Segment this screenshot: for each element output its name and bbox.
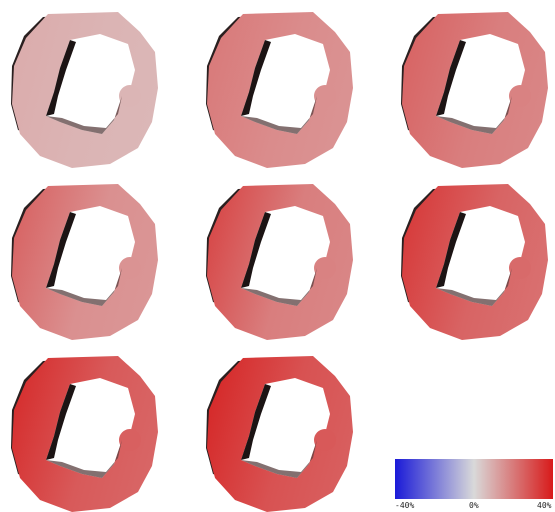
papillary-bump — [509, 257, 531, 279]
myocardium-ring — [402, 12, 548, 168]
inner-rim-shading — [241, 268, 317, 306]
inner-rim-shading — [46, 440, 122, 478]
heart-slice-1 — [11, 12, 158, 168]
inner-rim-shading — [241, 440, 317, 478]
myocardium-ring — [12, 184, 158, 340]
inner-rim-shadow — [241, 40, 271, 116]
papillary-bump — [509, 85, 531, 107]
colorbar-mid-label: 0% — [469, 501, 479, 510]
inner-rim-shading — [46, 96, 122, 134]
inner-rim-shadow — [241, 212, 271, 288]
panel-grid — [11, 12, 548, 512]
heart-slice-6 — [401, 184, 548, 340]
myocardium-ring — [207, 12, 353, 168]
heart-slice-2 — [206, 12, 353, 168]
colorbar — [395, 459, 553, 499]
inner-rim-shadow — [436, 212, 466, 288]
heart-slice-8 — [206, 356, 353, 512]
inner-rim-shadow — [46, 40, 76, 116]
inner-rim-shading — [436, 268, 512, 306]
papillary-bump — [119, 85, 141, 107]
papillary-bump — [314, 257, 336, 279]
inner-rim-shadow — [241, 384, 271, 460]
colorbar-max-label: 40% — [537, 501, 552, 510]
inner-rim-shading — [241, 96, 317, 134]
myocardium-ring — [207, 356, 353, 512]
heart-slice-3 — [401, 12, 548, 168]
inner-rim-shadow — [436, 40, 466, 116]
papillary-bump — [314, 85, 336, 107]
inner-rim-shadow — [46, 212, 76, 288]
heart-slice-4 — [11, 184, 158, 340]
papillary-bump — [119, 257, 141, 279]
myocardium-ring — [12, 12, 158, 168]
heart-slice-7 — [11, 356, 158, 512]
heart-slice-5 — [206, 184, 353, 340]
myocardium-ring — [402, 184, 548, 340]
myocardium-ring — [12, 356, 158, 512]
myocardium-ring — [207, 184, 353, 340]
inner-rim-shadow — [46, 384, 76, 460]
colorbar-min-label: -40% — [395, 501, 415, 510]
inner-rim-shading — [436, 96, 512, 134]
papillary-bump — [119, 429, 141, 451]
inner-rim-shading — [46, 268, 122, 306]
papillary-bump — [314, 429, 336, 451]
